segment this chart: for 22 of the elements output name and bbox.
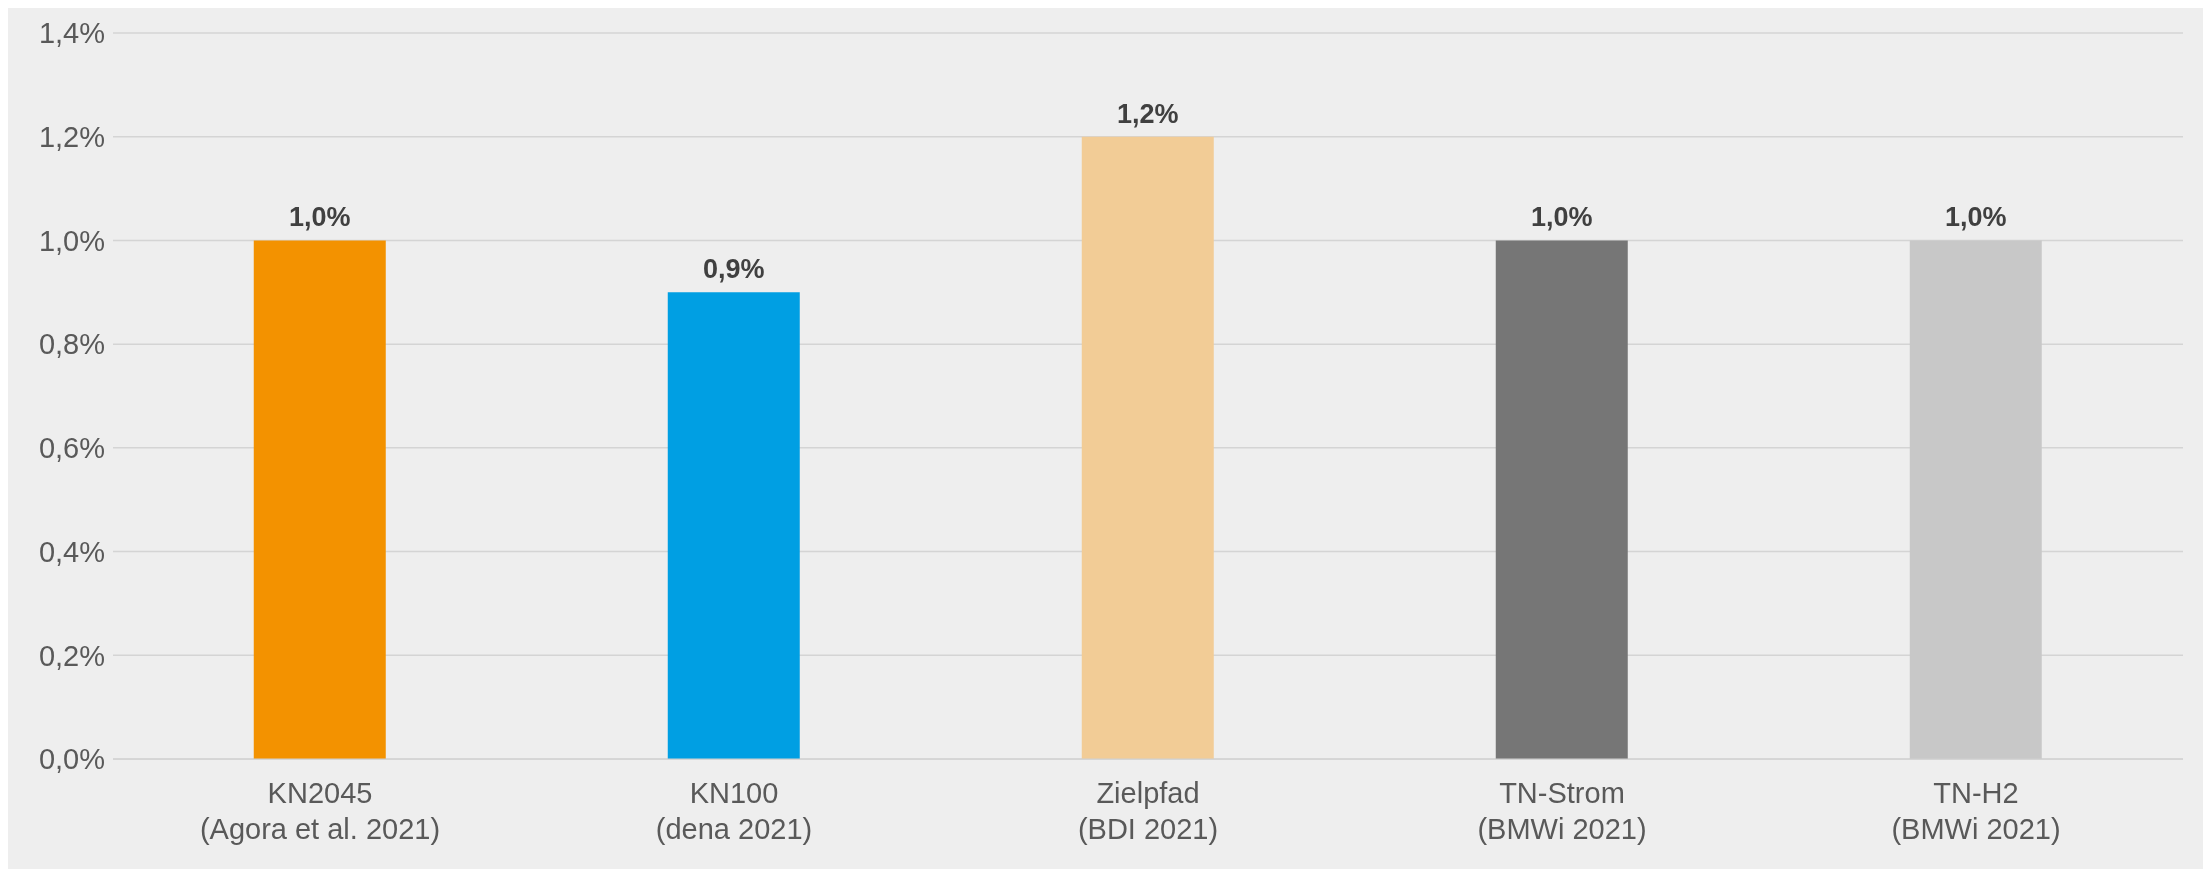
y-tick-label: 0,4% (38, 535, 105, 568)
y-tick-label: 1,2% (38, 121, 105, 154)
y-tick-label: 1,0% (38, 224, 105, 257)
y-tick-label: 0,2% (38, 639, 105, 672)
x-tick-label: Zielpfad (BDI 2021) (1077, 777, 1219, 845)
data-label: 1,0% (1944, 202, 2007, 233)
y-tick-label: 1,4% (38, 17, 105, 50)
data-label: 1,0% (1530, 202, 1593, 233)
data-label: 0,9% (702, 254, 765, 285)
bar (253, 240, 386, 759)
x-tick-label: KN2045 (Agora et al. 2021) (199, 777, 441, 845)
data-label: 1,0% (288, 202, 351, 233)
x-tick-label: KN100 (dena 2021) (655, 777, 813, 845)
y-tick-label: 0,8% (38, 328, 105, 361)
data-label: 1,2% (1116, 98, 1179, 129)
y-tick-label: 0,6% (38, 432, 105, 465)
bar (667, 292, 800, 759)
y-tick-label: 0,0% (38, 743, 105, 776)
x-tick-label: TN-H2 (BMWi 2021) (1891, 777, 2061, 845)
x-tick-label: TN-Strom (BMWi 2021) (1477, 777, 1647, 845)
bar (1081, 136, 1214, 759)
bar (1495, 240, 1628, 759)
